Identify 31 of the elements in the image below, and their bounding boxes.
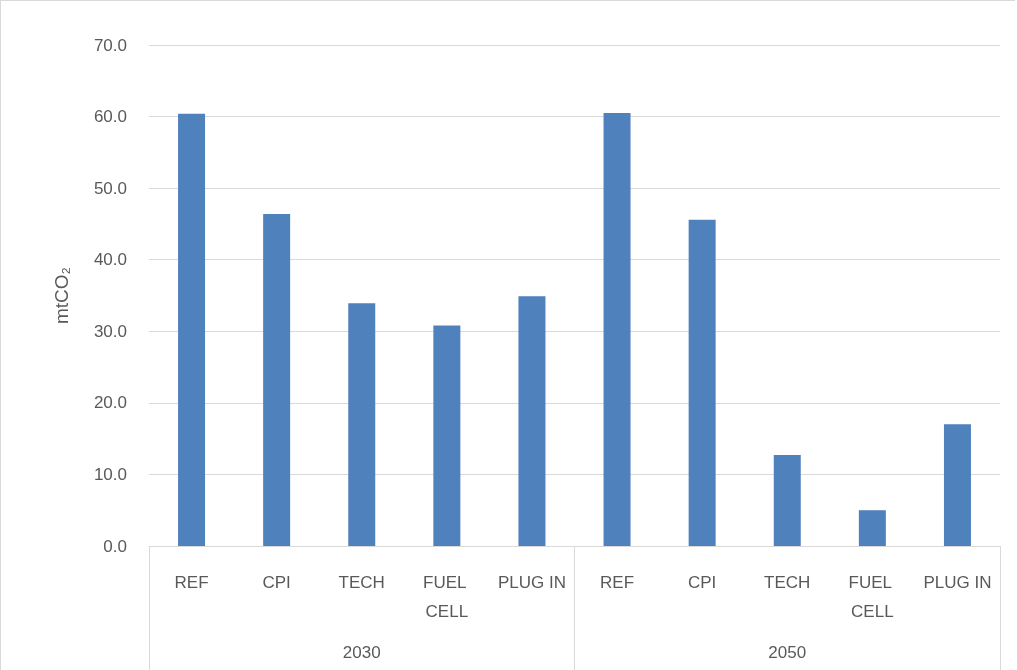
x-tick-label: PLUG IN	[497, 573, 566, 592]
y-tick-label: 50.0	[93, 178, 127, 198]
x-tick-label: TECH	[338, 573, 385, 592]
y-tick-label: 20.0	[93, 393, 127, 413]
bar	[773, 455, 801, 546]
y-axis-title: mtCO₂	[51, 267, 72, 324]
x-tick-label: PLUG IN	[923, 573, 992, 592]
x-tick-label: REF	[600, 573, 635, 592]
bar	[263, 213, 291, 546]
x-tick-label: REF	[174, 573, 209, 592]
bar	[858, 510, 886, 546]
y-tick-label: 60.0	[93, 107, 127, 127]
y-tick-label: 40.0	[93, 250, 127, 270]
x-tick-label: CPI	[262, 573, 291, 592]
bar	[348, 303, 376, 546]
x-tick-label: FUEL CELL	[423, 573, 471, 621]
y-tick-label: 10.0	[93, 464, 127, 484]
x-tick-label: FUEL CELL	[848, 573, 897, 621]
x-tick-label: CPI	[687, 573, 717, 592]
y-tick-label: 0.0	[103, 536, 127, 556]
y-tick-label: 70.0	[93, 35, 127, 55]
x-tick-label: TECH	[764, 573, 811, 592]
bar	[943, 424, 971, 546]
bar	[688, 219, 716, 546]
bar	[433, 325, 461, 546]
bar	[518, 296, 546, 546]
text: 2050	[768, 643, 807, 662]
bar	[178, 113, 206, 546]
y-tick-label: 30.0	[93, 321, 127, 341]
bar	[603, 112, 631, 546]
text: 2030	[342, 643, 381, 662]
